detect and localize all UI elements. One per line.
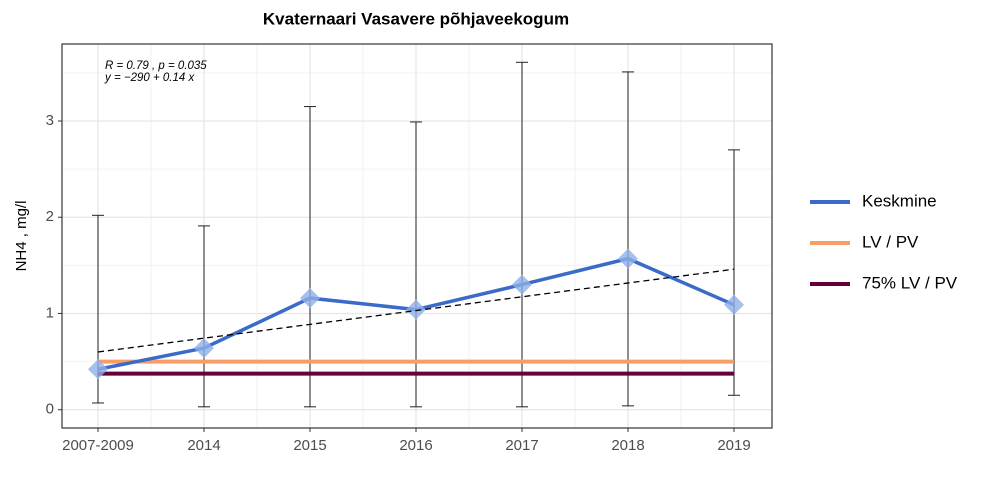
x-tick-label: 2019 — [717, 437, 750, 454]
point-marker — [406, 299, 426, 320]
x-tick-label: 2017 — [505, 437, 538, 454]
annotation: y = −290 + 0.14 x — [104, 72, 195, 84]
point-marker — [300, 288, 320, 309]
y-tick-label: 0 — [46, 401, 54, 418]
chart-title: Kvaternaari Vasavere põhjaveekogum — [263, 9, 569, 28]
y-tick-label: 3 — [46, 112, 54, 129]
y-tick-label: 2 — [46, 208, 54, 225]
point-marker — [194, 338, 214, 359]
trend-line — [97, 268, 735, 353]
x-tick-label: 2014 — [187, 437, 220, 454]
y-axis-label: NH4 , mg/l — [13, 201, 30, 272]
x-tick-label: 2018 — [611, 437, 644, 454]
point-marker — [512, 274, 532, 295]
y-tick-label: 1 — [46, 304, 54, 321]
annotation: R = 0.79 , p = 0.035 — [105, 60, 207, 72]
x-tick-label: 2015 — [293, 437, 326, 454]
x-tick-label: 2016 — [399, 437, 432, 454]
point-marker — [88, 359, 108, 380]
point-marker — [618, 248, 638, 269]
point-marker — [724, 294, 744, 315]
plot-border — [61, 43, 773, 429]
legend-label: Keskmine — [862, 191, 937, 210]
x-tick-label: 2007-2009 — [62, 437, 134, 454]
legend-label: 75% LV / PV — [862, 273, 958, 292]
legend-label: LV / PV — [862, 232, 919, 251]
